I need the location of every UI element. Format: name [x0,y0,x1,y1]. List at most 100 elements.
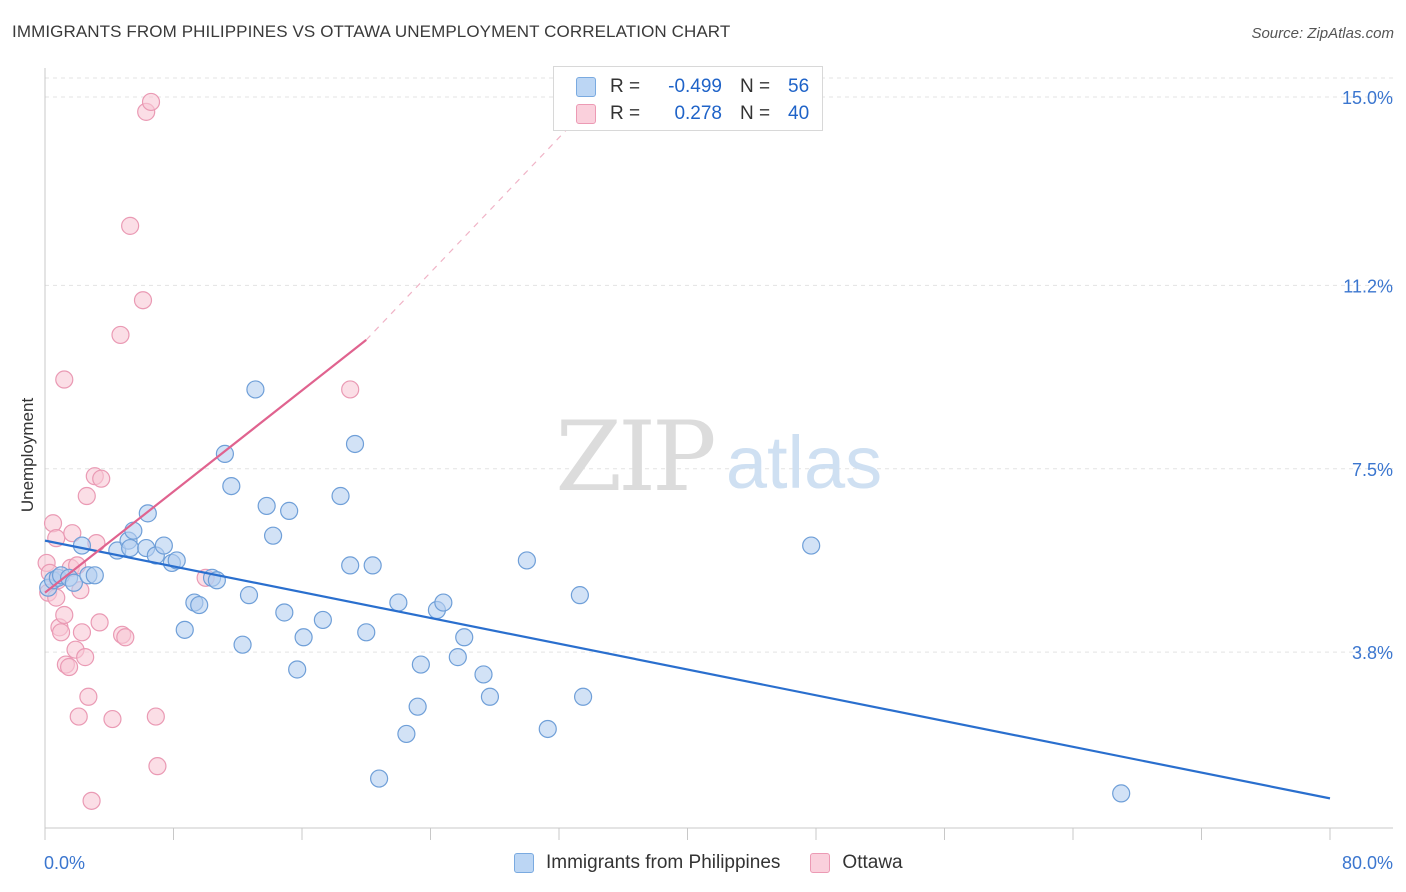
watermark: ZIP atlas [555,401,882,513]
philippines-point [246,380,265,399]
grid-lines [45,77,1393,653]
philippines-point [257,496,276,516]
r-label: R = [610,103,641,124]
philippines-point [313,610,332,630]
ottawa-point [341,380,360,399]
philippines-point [573,687,593,706]
philippines-point [341,556,360,575]
philippines-point [331,486,350,506]
philippines-point [455,628,474,647]
r-value: -0.499 [668,76,722,97]
series-legend: Immigrants from Philippines Ottawa [514,852,933,874]
philippines-point [370,769,389,788]
philippines-point [474,665,493,684]
ottawa-point [69,707,88,726]
philippines-point [517,551,536,570]
philippines-point [538,719,557,739]
ottawa-point [55,370,74,389]
philippines-swatch [514,853,534,873]
x-tick-label: 0.0% [44,853,85,873]
legend-label: Immigrants from Philippines [546,852,781,873]
ottawa-swatch [576,104,596,124]
watermark-zip: ZIP [555,401,714,513]
n-value: 40 [788,103,810,124]
n-value: 56 [788,76,810,97]
stats-row-ottawa: R = 0.278 N = 40 [576,101,809,127]
ottawa-point [121,216,140,235]
philippines-point [154,536,173,555]
philippines-point [222,476,241,496]
philippines-point [121,538,140,558]
ottawa-point [77,486,96,506]
ottawa-point [90,613,109,632]
chart-title: IMMIGRANTS FROM PHILIPPINES VS OTTAWA UN… [12,22,731,41]
philippines-point [448,648,467,667]
philippines-points [39,380,1131,803]
philippines-point [239,586,259,605]
ottawa-point [55,605,74,625]
ottawa-point [43,514,63,533]
philippines-point [85,566,104,585]
ottawa-point [92,469,111,488]
legend-item-philippines[interactable]: Immigrants from Philippines [514,852,780,874]
ottawa-point [82,791,101,810]
philippines-trend-line [44,539,1331,800]
philippines-point [397,724,416,744]
philippines-point [480,687,500,706]
ottawa-swatch [810,853,831,873]
philippines-point [288,660,307,679]
n-label: N = [740,76,771,97]
x-tick-label: 80.0% [1342,853,1393,873]
y-axis-label: Unemployment [18,397,37,513]
philippines-point [233,635,252,654]
ottawa-point [148,757,167,776]
philippines-point [434,593,453,612]
philippines-point [263,526,283,545]
philippines-point [64,573,84,592]
stats-legend: R = -0.499 N = 56 R = 0.278 N = 40 [553,66,823,131]
philippines-point [1112,784,1131,803]
philippines-point [190,595,209,615]
y-tick-label: 15.0% [1342,88,1393,108]
philippines-point [357,623,376,642]
ottawa-points [37,92,360,810]
philippines-point [408,697,427,716]
philippines-point [167,551,186,570]
r-value: 0.278 [674,103,722,124]
ottawa-point [133,291,153,310]
ottawa-point [141,92,161,112]
philippines-point [411,655,430,674]
ottawa-point [51,623,71,642]
ottawa-trend-line [44,339,367,594]
y-tick-label: 3.8% [1352,643,1393,663]
philippines-point [124,521,143,540]
philippines-point [215,444,234,463]
n-label: N = [740,103,771,124]
legend-item-ottawa[interactable]: Ottawa [810,852,903,874]
source-label: Source: ZipAtlas.com [1251,25,1394,42]
philippines-point [345,434,365,454]
philippines-point [570,586,589,605]
legend-label: Ottawa [842,852,903,873]
philippines-point [389,593,408,612]
ottawa-point [72,623,92,642]
ottawa-point [79,687,98,706]
y-tick-label: 11.2% [1343,276,1393,296]
ottawa-point [59,657,79,677]
philippines-point [275,603,294,622]
ottawa-point [146,707,165,726]
philippines-point [802,536,821,555]
axes [44,68,1393,840]
ottawa-point [111,325,130,345]
ottawa-point [63,524,82,543]
ottawa-point [116,628,135,647]
ottawa-point [103,709,122,729]
ottawa-point [76,648,95,667]
philippines-point [280,501,299,520]
philippines-swatch [576,77,596,97]
tick-labels: 3.8% 7.5% 11.2% 15.0% 0.0% 80.0% [44,88,1393,873]
stats-row-philippines: R = -0.499 N = 56 [576,74,809,100]
philippines-point [363,556,382,575]
watermark-atlas: atlas [726,421,882,504]
